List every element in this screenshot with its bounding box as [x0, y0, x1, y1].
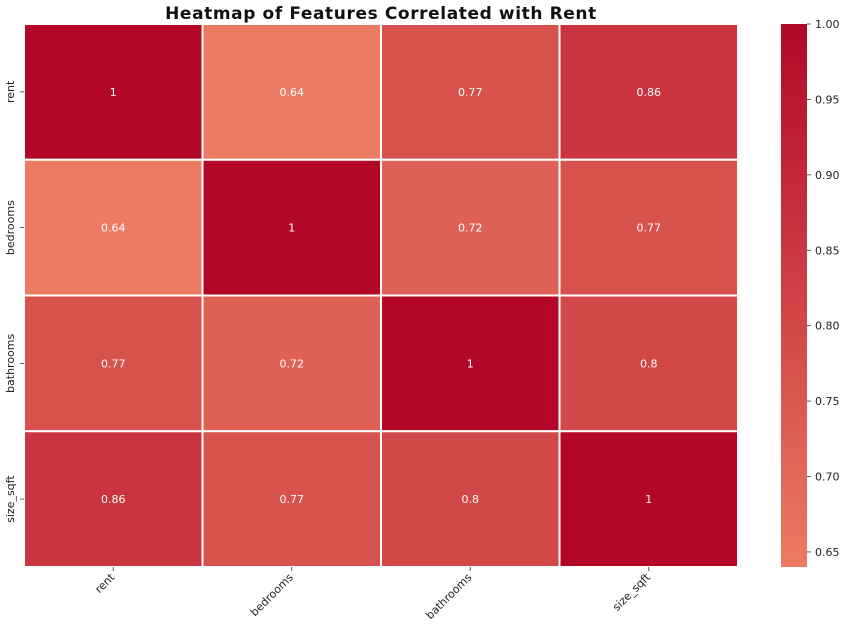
cell-value-label: 0.72	[280, 357, 305, 370]
y-tick-label: bedrooms	[4, 200, 17, 255]
heatmap-cell-bedrooms-rent	[23, 158, 204, 297]
heatmap-cells: 1 0.64 0.77 0.86 0.64 1 0.72 0.77 0.77 0.72 1 0.8 0.…	[23, 23, 739, 568]
heatmap-cell-bathrooms-bedrooms	[201, 294, 382, 433]
y-tick-label: rent	[4, 80, 17, 103]
cell-value-label: 1	[110, 86, 117, 99]
heatmap-cell-rent-size_sqft	[558, 23, 739, 161]
y-tick-label: size_sqft	[4, 475, 17, 523]
heatmap-cell-rent-bathrooms	[380, 23, 561, 161]
cell-value-label: 0.86	[101, 493, 126, 506]
heatmap-cell-bedrooms-bedrooms	[201, 158, 382, 297]
x-tick-label: size_sqft	[610, 570, 653, 613]
cell-value-label: 0.64	[101, 222, 126, 235]
heatmap-cell-bedrooms-size_sqft	[558, 158, 739, 297]
y-tick-label: bathrooms	[4, 334, 17, 393]
cell-value-label: 1	[288, 222, 295, 235]
heatmap-cell-size_sqft-bedrooms	[201, 430, 382, 568]
cell-value-label: 0.64	[280, 86, 305, 99]
colorbar-tick-label: 1.00	[815, 18, 840, 31]
colorbar-tick-label: 0.65	[815, 546, 840, 559]
chart-title: Heatmap of Features Correlated with Rent	[165, 4, 597, 24]
heatmap-cell-rent-rent	[23, 23, 204, 161]
heatmap-cell-size_sqft-size_sqft	[558, 430, 739, 568]
x-axis-ticks: rent bedrooms bathrooms size_sqft	[92, 567, 653, 622]
colorbar-tick-label: 0.80	[815, 320, 840, 333]
cell-value-label: 1	[645, 493, 652, 506]
heatmap-cell-rent-bedrooms	[201, 23, 382, 161]
cell-value-label: 0.77	[637, 222, 662, 235]
x-tick-label: bedrooms	[248, 571, 296, 619]
cell-value-label: 1	[467, 357, 474, 370]
colorbar-tick-label: 0.90	[815, 169, 840, 182]
heatmap-cell-bathrooms-size_sqft	[558, 294, 739, 433]
colorbar: 0.65 0.70 0.75 0.80 0.85 0.90 0.95 1.00	[781, 18, 840, 567]
cell-value-label: 0.77	[101, 357, 126, 370]
colorbar-gradient	[781, 24, 807, 567]
colorbar-tick-label: 0.85	[815, 244, 840, 257]
y-axis-ticks: rent bedrooms bathrooms size_sqft	[4, 80, 24, 523]
x-tick-label: rent	[92, 570, 117, 595]
cell-value-label: 0.8	[640, 357, 658, 370]
colorbar-tick-label: 0.75	[815, 395, 840, 408]
colorbar-tick-label: 0.95	[815, 93, 840, 106]
colorbar-tick-label: 0.70	[815, 471, 840, 484]
cell-value-label: 0.8	[462, 493, 480, 506]
x-tick-label: bathrooms	[423, 571, 474, 622]
cell-value-label: 0.77	[280, 493, 305, 506]
cell-value-label: 0.86	[637, 86, 662, 99]
heatmap-cell-size_sqft-rent	[23, 430, 204, 568]
colorbar-ticks: 0.65 0.70 0.75 0.80 0.85 0.90 0.95 1.00	[807, 18, 840, 559]
cell-value-label: 0.72	[458, 222, 483, 235]
cell-value-label: 0.77	[458, 86, 483, 99]
